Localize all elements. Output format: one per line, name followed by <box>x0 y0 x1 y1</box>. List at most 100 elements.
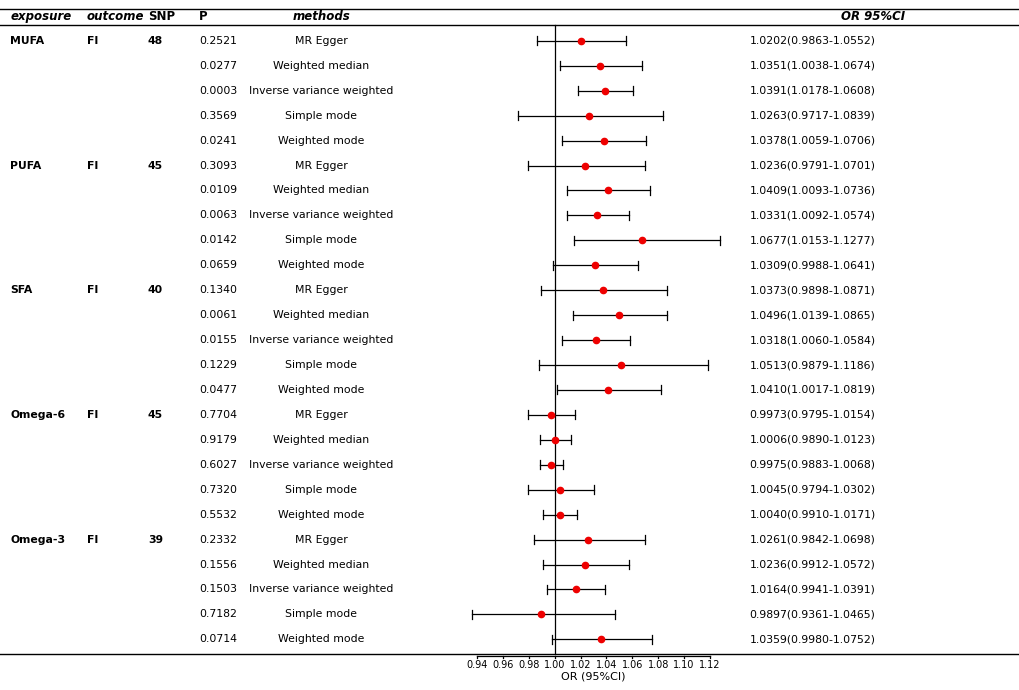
Text: 0.7182: 0.7182 <box>199 609 236 620</box>
Text: 1.0164(0.9941-1.0391): 1.0164(0.9941-1.0391) <box>749 584 874 595</box>
Text: 1.0351(1.0038-1.0674): 1.0351(1.0038-1.0674) <box>749 61 875 71</box>
Text: 0.6027: 0.6027 <box>199 460 236 470</box>
Text: 1.0309(0.9988-1.0641): 1.0309(0.9988-1.0641) <box>749 260 875 270</box>
Text: Weighted mode: Weighted mode <box>278 634 364 644</box>
Text: Weighted mode: Weighted mode <box>278 260 364 270</box>
Text: 1.0391(1.0178-1.0608): 1.0391(1.0178-1.0608) <box>749 86 875 96</box>
Text: exposure: exposure <box>10 10 71 23</box>
Text: Simple mode: Simple mode <box>285 110 357 121</box>
Text: OR 95%CI: OR 95%CI <box>841 10 905 23</box>
Text: 0.1229: 0.1229 <box>199 360 236 370</box>
Text: FI: FI <box>87 285 98 295</box>
Text: Weighted median: Weighted median <box>273 61 369 71</box>
Text: 45: 45 <box>148 161 163 170</box>
Text: methods: methods <box>292 10 350 23</box>
Text: MR Egger: MR Egger <box>294 285 347 295</box>
Text: 1.0318(1.0060-1.0584): 1.0318(1.0060-1.0584) <box>749 335 875 345</box>
Text: 1.0513(0.9879-1.1186): 1.0513(0.9879-1.1186) <box>749 360 874 370</box>
Text: 1.0261(0.9842-1.0698): 1.0261(0.9842-1.0698) <box>749 535 874 544</box>
Text: 1.0236(0.9791-1.0701): 1.0236(0.9791-1.0701) <box>749 161 875 170</box>
Text: 40: 40 <box>148 285 163 295</box>
Text: 1.0045(0.9794-1.0302): 1.0045(0.9794-1.0302) <box>749 484 875 495</box>
Text: 0.0142: 0.0142 <box>199 235 236 246</box>
Text: 1.0410(1.0017-1.0819): 1.0410(1.0017-1.0819) <box>749 385 875 395</box>
Text: 1.0677(1.0153-1.1277): 1.0677(1.0153-1.1277) <box>749 235 874 246</box>
Text: 0.1503: 0.1503 <box>199 584 236 595</box>
Text: 1.00: 1.00 <box>543 660 565 671</box>
Text: MR Egger: MR Egger <box>294 410 347 420</box>
Text: Omega-6: Omega-6 <box>10 410 65 420</box>
Text: Weighted median: Weighted median <box>273 560 369 569</box>
Text: 0.0477: 0.0477 <box>199 385 236 395</box>
Text: Weighted median: Weighted median <box>273 186 369 195</box>
Text: MR Egger: MR Egger <box>294 161 347 170</box>
Text: 0.3569: 0.3569 <box>199 110 236 121</box>
Text: Omega-3: Omega-3 <box>10 535 65 544</box>
Text: 0.1340: 0.1340 <box>199 285 236 295</box>
Text: Inverse variance weighted: Inverse variance weighted <box>249 335 393 345</box>
Text: 1.0006(0.9890-1.0123): 1.0006(0.9890-1.0123) <box>749 435 875 445</box>
Text: SFA: SFA <box>10 285 33 295</box>
Text: 1.0373(0.9898-1.0871): 1.0373(0.9898-1.0871) <box>749 285 874 295</box>
Text: 1.0236(0.9912-1.0572): 1.0236(0.9912-1.0572) <box>749 560 874 569</box>
Text: 48: 48 <box>148 36 163 46</box>
Text: 1.02: 1.02 <box>570 660 591 671</box>
Text: 0.0155: 0.0155 <box>199 335 236 345</box>
Text: MR Egger: MR Egger <box>294 36 347 46</box>
Text: Simple mode: Simple mode <box>285 235 357 246</box>
Text: FI: FI <box>87 535 98 544</box>
Text: 0.0063: 0.0063 <box>199 210 236 220</box>
Text: 0.9973(0.9795-1.0154): 0.9973(0.9795-1.0154) <box>749 410 874 420</box>
Text: Weighted median: Weighted median <box>273 435 369 445</box>
Text: Simple mode: Simple mode <box>285 360 357 370</box>
Text: Inverse variance weighted: Inverse variance weighted <box>249 460 393 470</box>
Text: Weighted mode: Weighted mode <box>278 135 364 146</box>
Text: 1.0496(1.0139-1.0865): 1.0496(1.0139-1.0865) <box>749 310 874 320</box>
Text: 1.0202(0.9863-1.0552): 1.0202(0.9863-1.0552) <box>749 36 875 46</box>
Text: 0.1556: 0.1556 <box>199 560 236 569</box>
Text: 0.9975(0.9883-1.0068): 0.9975(0.9883-1.0068) <box>749 460 875 470</box>
Text: 0.9897(0.9361-1.0465): 0.9897(0.9361-1.0465) <box>749 609 874 620</box>
Text: MUFA: MUFA <box>10 36 44 46</box>
Text: 0.96: 0.96 <box>492 660 514 671</box>
Text: 0.7704: 0.7704 <box>199 410 236 420</box>
Text: FI: FI <box>87 36 98 46</box>
Text: 0.2521: 0.2521 <box>199 36 236 46</box>
Text: 1.10: 1.10 <box>673 660 694 671</box>
Text: Inverse variance weighted: Inverse variance weighted <box>249 584 393 595</box>
Text: 0.98: 0.98 <box>518 660 539 671</box>
Text: 0.94: 0.94 <box>466 660 487 671</box>
Text: 1.0359(0.9980-1.0752): 1.0359(0.9980-1.0752) <box>749 634 875 644</box>
Text: MR Egger: MR Egger <box>294 535 347 544</box>
Text: 0.0659: 0.0659 <box>199 260 236 270</box>
Text: 0.0003: 0.0003 <box>199 86 236 96</box>
Text: Simple mode: Simple mode <box>285 484 357 495</box>
Text: 0.0241: 0.0241 <box>199 135 236 146</box>
Text: 1.12: 1.12 <box>698 660 720 671</box>
Text: 0.0109: 0.0109 <box>199 186 236 195</box>
Text: 1.0263(0.9717-1.0839): 1.0263(0.9717-1.0839) <box>749 110 874 121</box>
Text: FI: FI <box>87 161 98 170</box>
Text: OR (95%CI): OR (95%CI) <box>560 671 625 682</box>
Text: 0.5532: 0.5532 <box>199 510 236 520</box>
Text: 0.0277: 0.0277 <box>199 61 236 71</box>
Text: 1.0409(1.0093-1.0736): 1.0409(1.0093-1.0736) <box>749 186 875 195</box>
Text: 0.3093: 0.3093 <box>199 161 236 170</box>
Text: 1.04: 1.04 <box>595 660 616 671</box>
Text: 1.0331(1.0092-1.0574): 1.0331(1.0092-1.0574) <box>749 210 875 220</box>
Text: outcome: outcome <box>87 10 144 23</box>
Text: SNP: SNP <box>148 10 175 23</box>
Text: PUFA: PUFA <box>10 161 42 170</box>
Text: 45: 45 <box>148 410 163 420</box>
Text: Inverse variance weighted: Inverse variance weighted <box>249 86 393 96</box>
Text: FI: FI <box>87 410 98 420</box>
Text: 1.0040(0.9910-1.0171): 1.0040(0.9910-1.0171) <box>749 510 875 520</box>
Text: Weighted median: Weighted median <box>273 310 369 320</box>
Text: Weighted mode: Weighted mode <box>278 385 364 395</box>
Text: 0.2332: 0.2332 <box>199 535 236 544</box>
Text: 39: 39 <box>148 535 163 544</box>
Text: Inverse variance weighted: Inverse variance weighted <box>249 210 393 220</box>
Text: 1.08: 1.08 <box>647 660 668 671</box>
Text: Weighted mode: Weighted mode <box>278 510 364 520</box>
Text: 0.0061: 0.0061 <box>199 310 236 320</box>
